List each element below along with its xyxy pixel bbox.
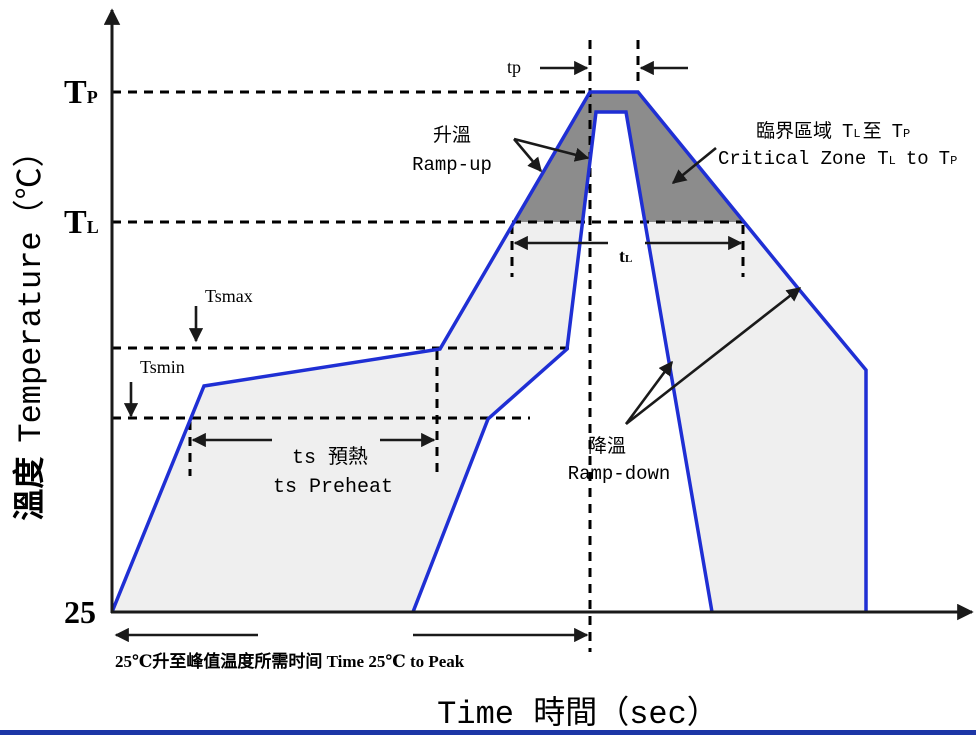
outer-profile-curve xyxy=(110,90,868,613)
ramp-down-arrow-inner xyxy=(624,360,674,425)
tick-tp: TP xyxy=(64,74,98,111)
time-to-peak-label: 25℃升至峰值温度所需时间 Time 25℃ to Peak xyxy=(115,651,465,671)
x-axis-label: Time 時間（sec） xyxy=(437,695,719,733)
critical-zone-label-en: Critical Zone TL to TP xyxy=(718,148,957,170)
tsmin-label: Tsmin xyxy=(140,357,185,377)
inner-profile-curve xyxy=(411,110,714,613)
y-axis-label: 溫度Temperature（℃） xyxy=(12,135,50,520)
preheat-label-cn: ts 預熱 xyxy=(292,445,368,470)
tick-base: 25 xyxy=(64,594,96,630)
ramp-up-arrow-outer xyxy=(513,138,542,173)
critical-zone-arrow xyxy=(671,146,717,185)
ramp-up-label-cn: 升溫 xyxy=(433,124,471,147)
tick-tl: TL xyxy=(64,204,99,241)
ramp-down-label-en: Ramp-down xyxy=(568,463,671,485)
preheat-label-en: ts Preheat xyxy=(273,476,393,499)
ramp-down-arrow-outer xyxy=(625,286,802,426)
ramp-up-arrow-inner xyxy=(513,137,590,162)
tp-label: tp xyxy=(507,57,521,77)
ramp-up-label-en: Ramp-up xyxy=(412,154,492,176)
critical-zone-label-cn: 臨界區域 TL 至 TP xyxy=(756,120,910,143)
footer-rule xyxy=(0,730,976,735)
tsmax-label: Tsmax xyxy=(205,286,253,306)
inner-profile-fill xyxy=(413,112,712,612)
tl-label: tL xyxy=(619,246,632,266)
ramp-down-label-cn: 降溫 xyxy=(588,435,626,458)
